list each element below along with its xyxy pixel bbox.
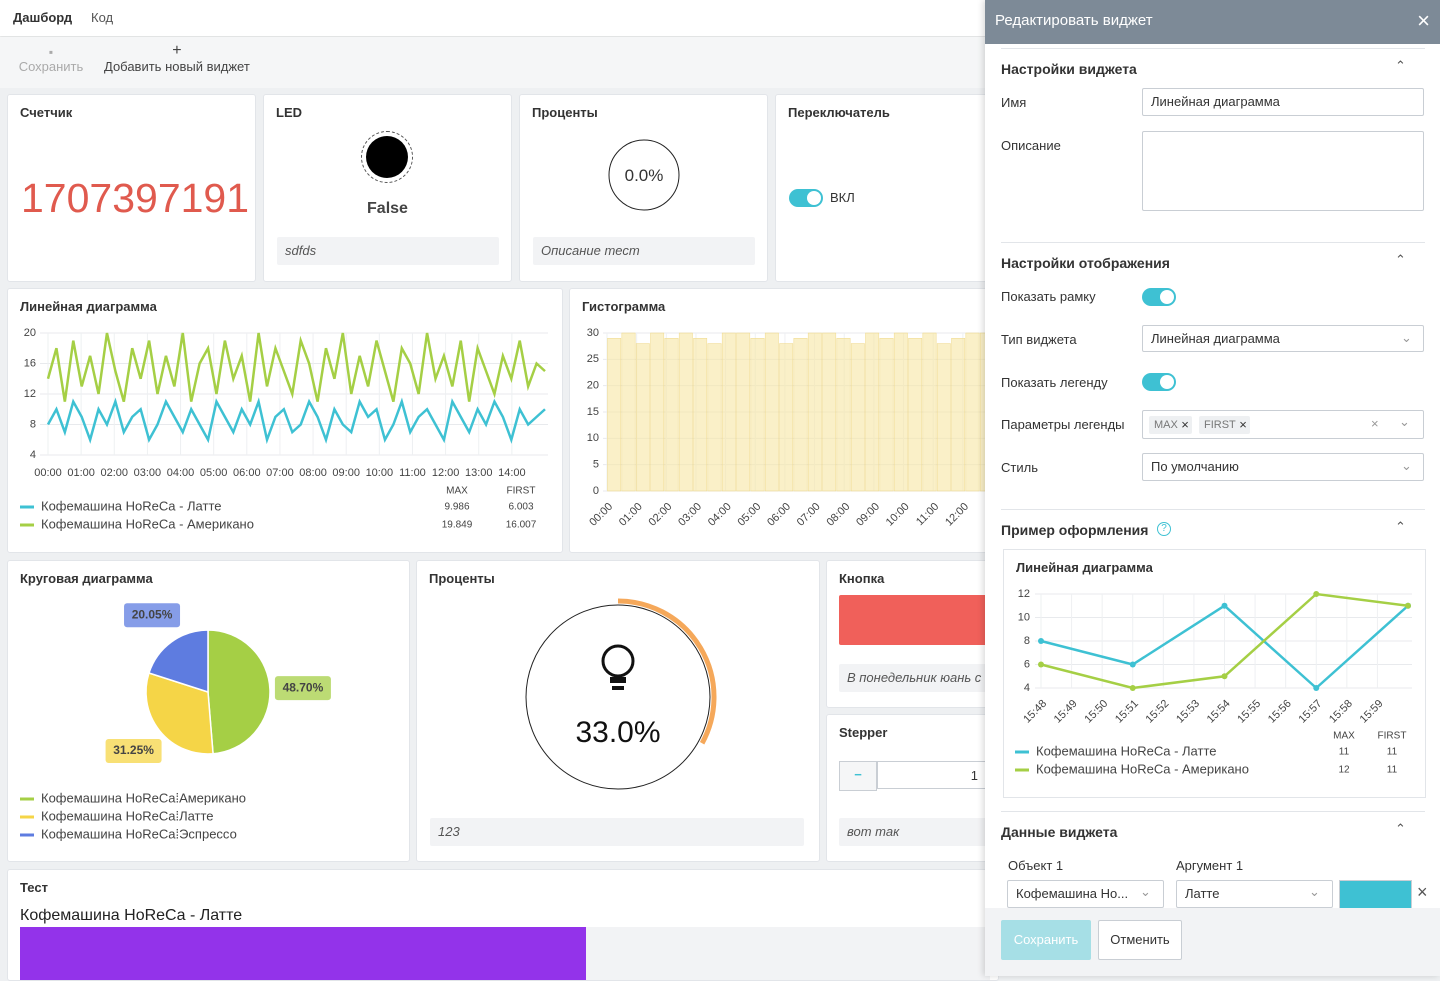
title: Stepper (839, 725, 888, 740)
section-title[interactable]: Пример оформления (1001, 522, 1149, 538)
chip[interactable]: MAX (1149, 416, 1192, 434)
counter-value: 1707397191 (21, 175, 250, 221)
label: Добавить новый виджет (104, 59, 250, 74)
label: Стиль (1001, 460, 1038, 475)
dropdown-arrow: ⌄ (1399, 414, 1410, 429)
save-button[interactable]: Сохранить (1001, 920, 1091, 960)
minus-button[interactable]: − (839, 761, 877, 791)
title: Гистограмма (582, 299, 666, 314)
description: sdfds (277, 237, 499, 265)
legend-select[interactable]: MAX FIRST × ⌄ (1142, 410, 1424, 439)
label: Объект 1 (1008, 858, 1064, 873)
pie-widget: Круговая диаграмма (7, 560, 410, 862)
divider (1001, 509, 1425, 510)
title: Переключатель (788, 105, 890, 120)
bar-label: Кофемашина HoReCa - Латте (20, 907, 243, 924)
remove-button[interactable]: × (1417, 882, 1428, 902)
counter-widget: Счетчик 1707397191 (7, 94, 256, 282)
histogram-widget: Гистограмма (569, 288, 1011, 553)
chevron[interactable]: ⌃ (1395, 519, 1406, 534)
toggle[interactable] (1142, 373, 1176, 391)
chevron[interactable]: ⌃ (1395, 58, 1406, 73)
panel-header: Редактировать виджет × (985, 0, 1440, 44)
percent-widget: Проценты 0.0% Описание тест (519, 94, 768, 282)
chevron[interactable]: ⌃ (1395, 252, 1406, 267)
color-swatch[interactable] (1339, 880, 1412, 909)
title: Счетчик (20, 105, 73, 120)
line-widget: Линейная диаграмма (7, 288, 563, 553)
title: Тест (20, 880, 48, 895)
led-widget: LED False sdfds (263, 94, 512, 282)
title: LED (276, 105, 302, 120)
switch-widget: Переключатель ВКЛ (775, 94, 1024, 282)
label: Описание (1001, 138, 1061, 153)
close-button[interactable]: × (1417, 8, 1430, 33)
section-title[interactable]: Настройки отображения (1001, 255, 1170, 271)
chip[interactable]: FIRST (1199, 416, 1250, 434)
divider (1001, 811, 1425, 812)
switch-label: ВКЛ (830, 190, 855, 205)
title: Линейная диаграмма (1016, 560, 1153, 575)
toggle[interactable] (1142, 288, 1176, 306)
divider (1001, 242, 1425, 243)
divider (1001, 48, 1425, 49)
label: Аргумент 1 (1176, 858, 1244, 873)
gauge-value: 33.0% (575, 716, 661, 749)
tab[interactable]: Код (91, 10, 114, 25)
description: 123 (430, 818, 804, 846)
led (366, 136, 408, 178)
dropdown-arrow: ⌄ (1309, 884, 1320, 899)
clear[interactable]: × (1371, 416, 1379, 431)
dropdown-arrow: ⌄ (1401, 330, 1412, 345)
section-title[interactable]: Настройки виджета (1001, 61, 1137, 77)
led-ring (361, 131, 413, 183)
dropdown-arrow: ⌄ (1401, 458, 1412, 473)
dropdown-arrow: ⌄ (1140, 884, 1151, 899)
title: Проценты (429, 571, 495, 586)
percent-value: 0.0% (624, 166, 664, 185)
section-title[interactable]: Данные виджета (1001, 824, 1118, 840)
led-state: False (367, 200, 408, 217)
label: Сохранить (18, 59, 84, 74)
panel-footer: Сохранить Отменить (985, 908, 1440, 976)
title: Круговая диаграмма (20, 571, 153, 586)
test-widget: Тест Кофемашина HoReCa - Латте (7, 869, 999, 981)
style-select[interactable]: По умолчанию (1142, 453, 1424, 481)
description-input[interactable] (1142, 131, 1424, 211)
save-button[interactable]: ▪ Сохранить (18, 45, 84, 74)
chevron[interactable]: ⌃ (1395, 821, 1406, 836)
preview-card: Линейная диаграмма (1003, 549, 1426, 798)
help-icon[interactable]: ? (1157, 522, 1171, 536)
tab[interactable]: Дашборд (13, 10, 73, 25)
title: Линейная диаграмма (20, 299, 157, 314)
toggle[interactable] (789, 189, 823, 207)
label: Параметры легенды (1001, 417, 1125, 432)
add-button[interactable]: + Добавить новый виджет (104, 42, 250, 75)
bar-fill (20, 927, 586, 980)
argument-select[interactable]: Латте (1176, 880, 1333, 908)
label: Тип виджета (1001, 332, 1077, 347)
panel-title: Редактировать виджет (995, 12, 1153, 29)
cancel-button[interactable]: Отменить (1098, 920, 1182, 960)
description: Описание тест (533, 237, 755, 265)
object-select[interactable]: Кофемашина Но... (1007, 880, 1164, 908)
label: Показать легенду (1001, 375, 1108, 390)
label: Имя (1001, 95, 1027, 110)
name-input[interactable]: Линейная диаграмма (1142, 88, 1424, 116)
gauge-widget: Проценты 33.0% 123 (416, 560, 820, 862)
title: Кнопка (839, 571, 885, 586)
type-select[interactable]: Линейная диаграмма (1142, 325, 1424, 352)
edit-panel: Редактировать виджет × Настройки виджета… (985, 0, 1440, 976)
label: Показать рамку (1001, 289, 1096, 304)
title: Проценты (532, 105, 598, 120)
